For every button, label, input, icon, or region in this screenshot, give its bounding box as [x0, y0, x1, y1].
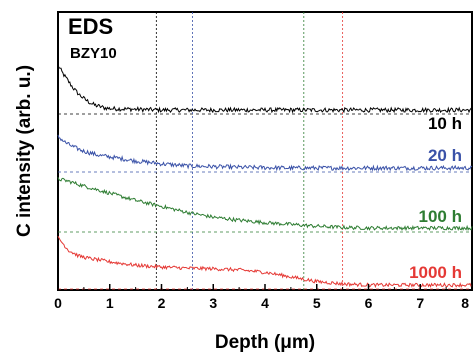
x-tick-label-8: 8	[461, 295, 469, 311]
x-ticks: 0 1 2 3 4 5 6 7 8	[54, 284, 473, 311]
y-axis-label: C intensity (arb. u.)	[14, 65, 35, 237]
x-tick-label-3: 3	[209, 295, 217, 311]
series-line-10-h	[57, 64, 473, 114]
x-tick-label-6: 6	[365, 295, 373, 311]
series-label-2: 20 h	[428, 146, 462, 165]
plot-area: 0 1 2 3 4 5 6 7 8	[54, 11, 473, 311]
series-label-4: 1000 h	[409, 263, 462, 282]
series-label-3: 100 h	[419, 207, 462, 226]
series-line-1000-h	[57, 235, 473, 289]
x-tick-label-1: 1	[106, 295, 114, 311]
series-label-1: 10 h	[428, 114, 462, 133]
series-line-20-h	[57, 134, 473, 172]
guide-lines	[58, 12, 472, 290]
series-line-100-h	[57, 177, 473, 232]
series-labels: 10 h 20 h 100 h 1000 h	[409, 114, 462, 282]
plot-frame	[57, 11, 473, 291]
x-tick-label-0: 0	[54, 295, 62, 311]
x-tick-label-7: 7	[416, 295, 424, 311]
series-layer	[57, 64, 473, 289]
x-tick-label-4: 4	[261, 295, 269, 311]
x-axis-label: Depth (μm)	[215, 332, 315, 353]
chart-subtitle: BZY10	[70, 45, 117, 62]
x-tick-label-5: 5	[313, 295, 321, 311]
x-tick-label-2: 2	[158, 295, 166, 311]
chart-title: EDS	[68, 14, 113, 39]
